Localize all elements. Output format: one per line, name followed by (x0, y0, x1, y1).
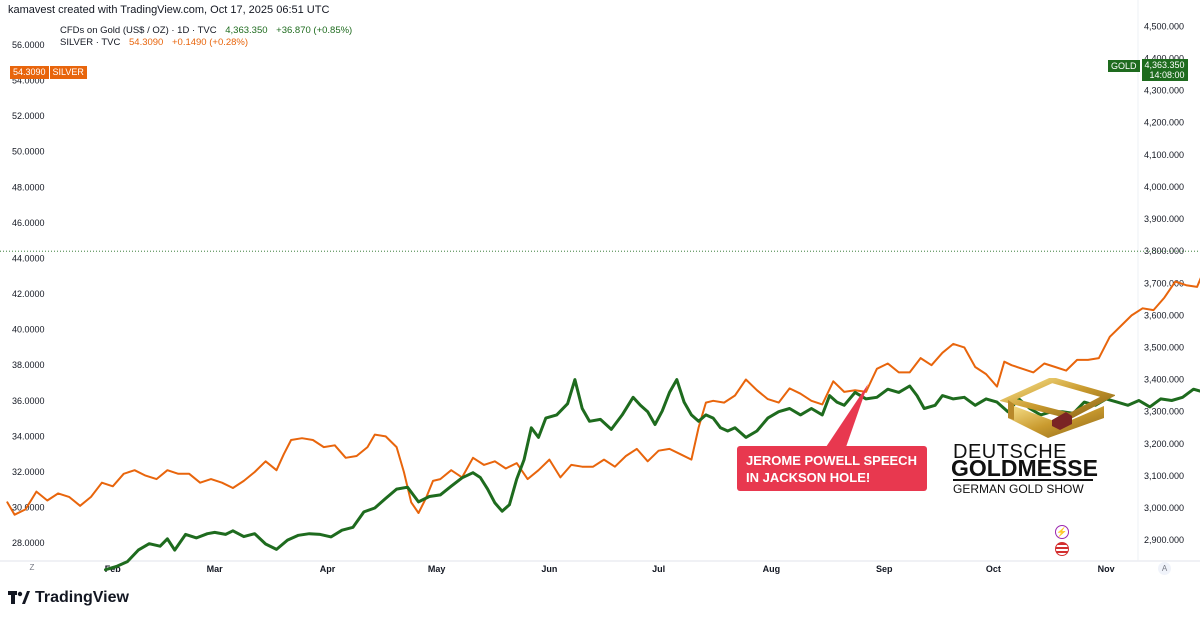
left-tick-label: 56.0000 (12, 40, 45, 50)
legend-gold[interactable]: CFDs on Gold (US$ / OZ) · 1D · TVC 4,363… (60, 25, 352, 36)
flag-icon[interactable] (1055, 542, 1069, 556)
left-tick-label: 48.0000 (12, 182, 45, 192)
right-tick-label: 4,300.000 (1144, 86, 1184, 96)
chart-credit: kamavest created with TradingView.com, O… (8, 4, 330, 16)
right-tick-label: 3,100.000 (1144, 471, 1184, 481)
x-tick-label: Apr (320, 564, 336, 574)
lightning-icon[interactable]: ⚡ (1055, 525, 1069, 539)
gold-badge-time: 14:08:00 (1149, 70, 1185, 80)
right-tick-label: 3,000.000 (1144, 503, 1184, 513)
left-tick-label: 44.0000 (12, 253, 45, 263)
right-tick-label: 3,300.000 (1144, 407, 1184, 417)
right-tick-label: 3,900.000 (1144, 214, 1184, 224)
left-tick-label: 52.0000 (12, 111, 45, 121)
callout-line-2: IN JACKSON HOLE! (746, 470, 871, 485)
right-tick-label: 4,100.000 (1144, 150, 1184, 160)
gold-badge-name: GOLD (1108, 60, 1140, 72)
series-layer (0, 250, 1200, 572)
logo-line-1: DEUTSCHE (953, 441, 1068, 463)
right-tick-label: 4,000.000 (1144, 182, 1184, 192)
tradingview-wordmark: TradingView (35, 589, 129, 606)
callout-pointer (826, 384, 868, 447)
x-tick-label: Jun (541, 564, 557, 574)
powell-callout: JEROME POWELL SPEECH IN JACKSON HOLE! (737, 446, 927, 491)
right-tick-label: 2,900.000 (1144, 535, 1184, 545)
callout-line-1: JEROME POWELL SPEECH (746, 453, 917, 468)
left-tick-label: 34.0000 (12, 431, 45, 441)
left-tick-label: 30.0000 (12, 503, 45, 513)
left-tick-label: 28.0000 (12, 538, 45, 548)
silver-badge-name: SILVER (48, 66, 87, 79)
silver-price-badge: 54.3090 SILVER (10, 66, 87, 79)
legend-silver-price: 54.3090 (129, 37, 164, 48)
auto-scale-button[interactable]: A (1158, 562, 1171, 575)
gold-price-badge: GOLD 4,363.350 14:08:00 (1108, 59, 1188, 81)
gold-series-line (104, 378, 1200, 572)
zoom-button[interactable]: Z (29, 563, 35, 572)
left-tick-label: 42.0000 (12, 289, 45, 299)
logo-rule (953, 479, 1093, 481)
right-tick-label: 4,200.000 (1144, 118, 1184, 128)
legend-silver-change: +0.1490 (+0.28%) (171, 37, 249, 48)
tradingview-logo-icon (8, 591, 30, 604)
goldmesse-logo-mark (1000, 378, 1115, 438)
x-tick-label: May (428, 564, 446, 574)
right-tick-label: 3,500.000 (1144, 342, 1184, 352)
x-tick-label: Jul (652, 564, 665, 574)
legend-silver[interactable]: SILVER · TVC 54.3090 +0.1490 (+0.28%) (60, 37, 248, 48)
right-axis: 2,900.000 3,000.000 3,100.000 3,200.000 3,30… (1144, 21, 1184, 545)
right-tick-label: 4,400.000 (1144, 54, 1184, 64)
silver-series-line (6, 277, 1200, 516)
left-tick-label: 36.0000 (12, 396, 45, 406)
left-tick-label: 50.0000 (12, 147, 45, 157)
logo-line-3: GERMAN GOLD SHOW (953, 482, 1084, 496)
right-tick-label: 3,700.000 (1144, 278, 1184, 288)
left-tick-label: 54.0000 (12, 76, 45, 86)
time-axis: Feb Mar Apr May Jun Jul Aug Sep Oct Nov (105, 564, 1115, 574)
x-tick-label: Nov (1098, 564, 1115, 574)
x-tick-label: Mar (207, 564, 224, 574)
legend-gold-price: 4,363.350 (225, 25, 268, 36)
left-tick-label: 40.0000 (12, 325, 45, 335)
silver-badge-price: 54.3090 (10, 66, 49, 79)
right-tick-label: 4,500.000 (1144, 21, 1184, 31)
x-tick-label: Oct (986, 564, 1001, 574)
left-axis: 28.0000 30.0000 32.0000 34.0000 36.0000 38.00… (12, 40, 45, 548)
logo-line-2: GOLDMESSE (951, 455, 1098, 481)
legend-silver-name: SILVER · TVC (60, 37, 121, 48)
left-tick-label: 32.0000 (12, 467, 45, 477)
right-tick-label: 3,400.000 (1144, 375, 1184, 385)
x-tick-label: Sep (876, 564, 893, 574)
right-tick-label: 3,600.000 (1144, 310, 1184, 320)
gold-badge-price: 4,363.350 (1144, 60, 1185, 70)
tradingview-branding[interactable]: TradingView (8, 589, 129, 607)
right-tick-label: 3,200.000 (1144, 439, 1184, 449)
x-tick-label: Aug (763, 564, 781, 574)
left-tick-label: 46.0000 (12, 218, 45, 228)
left-tick-label: 38.0000 (12, 360, 45, 370)
legend-gold-change: +36.870 (+0.85%) (276, 25, 353, 36)
legend-gold-name: CFDs on Gold (US$ / OZ) · 1D · TVC (60, 25, 217, 36)
